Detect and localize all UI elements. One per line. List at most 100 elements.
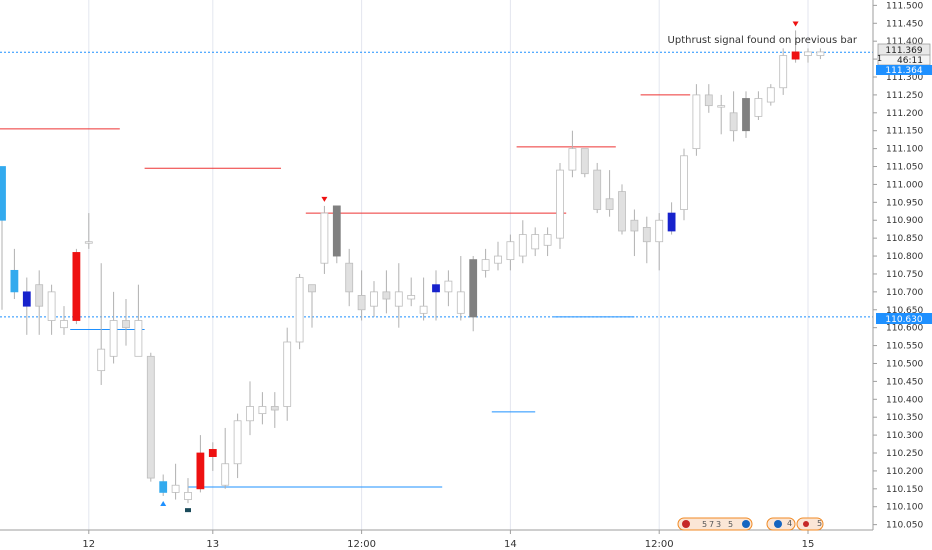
candle-body (332, 205, 341, 257)
flag-icon (803, 521, 809, 527)
event-badge-group-3[interactable]: 5 (796, 517, 824, 531)
candle-body (605, 198, 614, 210)
candle-body (618, 191, 626, 232)
candle (394, 263, 403, 328)
time-tick-label: 12 (82, 539, 95, 550)
candle-body (0, 166, 6, 221)
event-badges[interactable]: 5 7 3 5 4 5 (677, 517, 824, 531)
candle (432, 270, 440, 321)
candle-body (72, 252, 81, 321)
candle-body (35, 284, 44, 307)
event-badge-count: 5 (817, 519, 822, 528)
flag-icon (742, 520, 750, 528)
candle-body (184, 491, 192, 500)
candle (655, 213, 664, 271)
candle (667, 202, 676, 235)
candle-body (146, 355, 155, 479)
candle-body (444, 280, 453, 293)
candle (60, 306, 68, 335)
candle (543, 227, 552, 257)
price-tick-label: 110.900 (886, 216, 923, 226)
candle-body (419, 305, 428, 314)
candle-body (60, 320, 68, 329)
price-tick-label: 110.950 (886, 198, 923, 208)
price-tick-label: 111.000 (886, 180, 923, 190)
candle-body (221, 463, 230, 486)
candle-body (295, 277, 304, 343)
candle (233, 413, 242, 479)
candle (0, 166, 6, 310)
candle (35, 270, 44, 335)
candle-body (531, 234, 540, 250)
candle (332, 205, 341, 264)
candle-body (394, 291, 403, 307)
candle (593, 162, 602, 214)
candle (630, 209, 639, 257)
lower-level-label: 110.630 (876, 313, 932, 325)
candle-body (469, 259, 478, 318)
candle-body (370, 291, 378, 307)
price-tick-label: 111.500 (886, 1, 923, 11)
candle-body (816, 51, 825, 56)
marker-price-label: 1 111.364 (876, 54, 932, 76)
candle-body (10, 269, 19, 293)
candle (345, 248, 354, 307)
candle-body (258, 406, 267, 415)
candle (518, 220, 527, 264)
candle (84, 213, 93, 249)
candle (618, 184, 626, 235)
price-tick-label: 111.050 (886, 163, 923, 173)
candle (258, 392, 267, 425)
flag-icon (682, 520, 690, 528)
candle-body (642, 226, 651, 243)
candle (382, 270, 391, 314)
candle-body (506, 241, 515, 261)
lower-level-value: 110.630 (885, 315, 922, 325)
candle (246, 381, 254, 436)
event-badge-group-1[interactable]: 5 7 3 5 (677, 517, 753, 531)
candle (804, 48, 812, 63)
candle (134, 284, 143, 357)
price-tick-label: 111.400 (886, 37, 923, 47)
candle-body (556, 169, 564, 239)
signal-markers (160, 21, 799, 513)
candle-body (270, 406, 279, 411)
candle-body (518, 234, 527, 257)
candle (580, 148, 589, 178)
down-arrow-icon (792, 21, 799, 27)
price-tick-label: 110.050 (886, 521, 923, 531)
candle (295, 273, 304, 350)
candle (494, 241, 502, 271)
event-badge-count: 4 (787, 519, 792, 528)
candle-body (704, 94, 713, 107)
event-badge-count: 5 (728, 520, 733, 529)
candle-body (233, 420, 242, 465)
candle (742, 91, 750, 138)
candle (22, 277, 31, 335)
candle-body (580, 148, 589, 175)
candle (122, 299, 130, 346)
candle-body (208, 449, 217, 457)
candle (766, 84, 775, 106)
event-badge-group-2[interactable]: 4 (766, 517, 796, 531)
candle (444, 270, 453, 307)
price-tick-label: 110.800 (886, 252, 923, 262)
price-tick-label: 110.650 (886, 306, 923, 316)
time-tick-label: 14 (504, 539, 517, 550)
candles (0, 30, 825, 504)
candle (605, 170, 614, 217)
candle-body (357, 295, 366, 311)
candle (10, 248, 19, 300)
candle (308, 284, 316, 328)
price-tick-label: 111.450 (886, 19, 923, 29)
candle (419, 277, 428, 321)
candle (556, 162, 564, 249)
price-tick-label: 110.350 (886, 413, 923, 423)
price-tick-label: 110.850 (886, 234, 923, 244)
candle (779, 48, 788, 95)
square-marker-icon (185, 508, 191, 513)
candle (791, 30, 800, 63)
candle (469, 256, 478, 332)
candle-body (729, 112, 738, 132)
